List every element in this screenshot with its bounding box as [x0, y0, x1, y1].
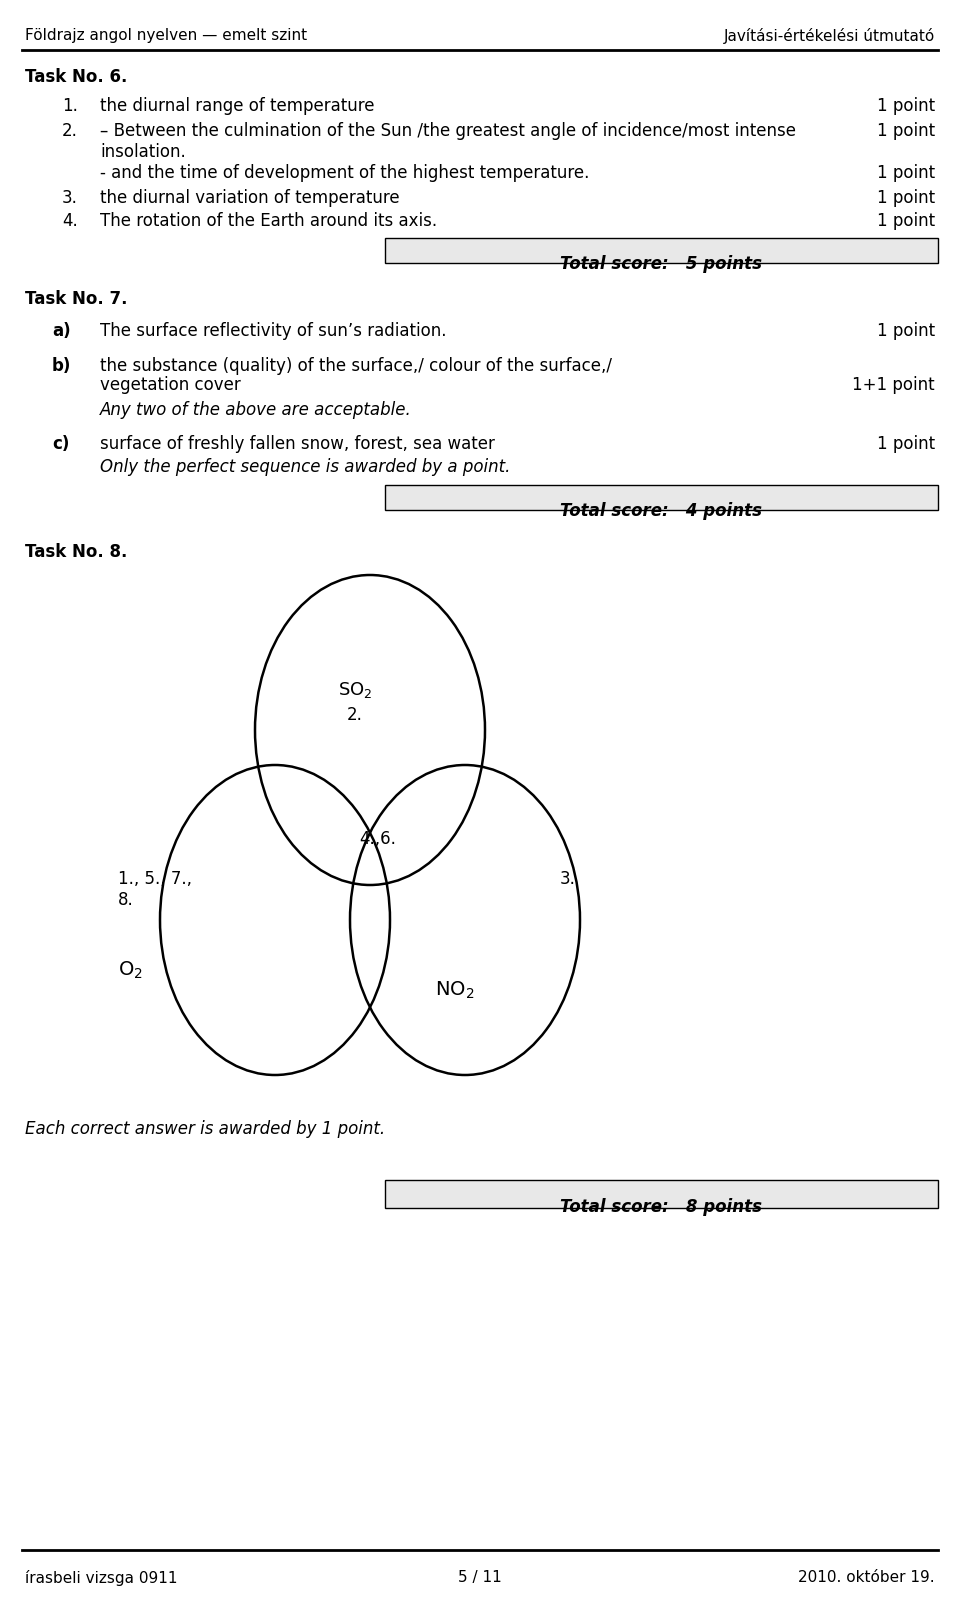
Text: 4.,6.: 4.,6. [360, 830, 396, 848]
Text: 1+1 point: 1+1 point [852, 377, 935, 394]
Text: írasbeli vizsga 0911: írasbeli vizsga 0911 [25, 1569, 178, 1585]
Text: Only the perfect sequence is awarded by a point.: Only the perfect sequence is awarded by … [100, 458, 511, 476]
Text: Task No. 8.: Task No. 8. [25, 543, 128, 561]
Text: 1 point: 1 point [876, 434, 935, 454]
Text: Földrajz angol nyelven — emelt szint: Földrajz angol nyelven — emelt szint [25, 27, 307, 43]
Text: Task No. 7.: Task No. 7. [25, 290, 128, 308]
Text: the diurnal range of temperature: the diurnal range of temperature [100, 98, 374, 115]
Text: the substance (quality) of the surface,/ colour of the surface,/: the substance (quality) of the surface,/… [100, 357, 612, 375]
Text: a): a) [52, 322, 71, 340]
Text: SO$_2$: SO$_2$ [338, 680, 372, 701]
FancyBboxPatch shape [385, 1180, 938, 1209]
Text: Task No. 6.: Task No. 6. [25, 67, 128, 87]
Text: Total score:   4 points: Total score: 4 points [561, 502, 762, 519]
Text: 4.: 4. [62, 212, 78, 229]
Text: vegetation cover: vegetation cover [100, 377, 241, 394]
Text: The rotation of the Earth around its axis.: The rotation of the Earth around its axi… [100, 212, 437, 229]
Text: 2010. október 19.: 2010. október 19. [799, 1569, 935, 1585]
Text: 2.: 2. [62, 122, 78, 139]
FancyBboxPatch shape [385, 237, 938, 263]
Text: 1 point: 1 point [876, 164, 935, 183]
Text: 3.: 3. [62, 189, 78, 207]
Text: insolation.: insolation. [100, 143, 185, 160]
Text: 1 point: 1 point [876, 122, 935, 139]
Text: - and the time of development of the highest temperature.: - and the time of development of the hig… [100, 164, 589, 183]
Text: 3.: 3. [560, 870, 576, 888]
Text: 1 point: 1 point [876, 212, 935, 229]
Text: The surface reflectivity of sun’s radiation.: The surface reflectivity of sun’s radiat… [100, 322, 446, 340]
Text: surface of freshly fallen snow, forest, sea water: surface of freshly fallen snow, forest, … [100, 434, 494, 454]
Text: Each correct answer is awarded by 1 point.: Each correct answer is awarded by 1 poin… [25, 1120, 385, 1138]
Text: b): b) [52, 357, 71, 375]
Text: Total score:   5 points: Total score: 5 points [561, 255, 762, 273]
Text: Javítási-értékelési útmutató: Javítási-értékelési útmutató [724, 27, 935, 43]
Text: 5 / 11: 5 / 11 [458, 1569, 502, 1585]
Text: NO$_2$: NO$_2$ [435, 979, 474, 1002]
Text: 1 point: 1 point [876, 98, 935, 115]
Text: 1.: 1. [62, 98, 78, 115]
FancyBboxPatch shape [385, 486, 938, 510]
Text: the diurnal variation of temperature: the diurnal variation of temperature [100, 189, 399, 207]
Text: 2.: 2. [348, 705, 363, 725]
Text: – Between the culmination of the Sun /the greatest angle of incidence/most inten: – Between the culmination of the Sun /th… [100, 122, 796, 139]
Text: O$_2$: O$_2$ [118, 960, 143, 981]
Text: 1 point: 1 point [876, 322, 935, 340]
Text: 1., 5., 7.,
8.: 1., 5., 7., 8. [118, 870, 192, 909]
Text: c): c) [52, 434, 69, 454]
Text: 1 point: 1 point [876, 189, 935, 207]
Text: Total score:   8 points: Total score: 8 points [561, 1197, 762, 1217]
Text: Any two of the above are acceptable.: Any two of the above are acceptable. [100, 401, 412, 418]
